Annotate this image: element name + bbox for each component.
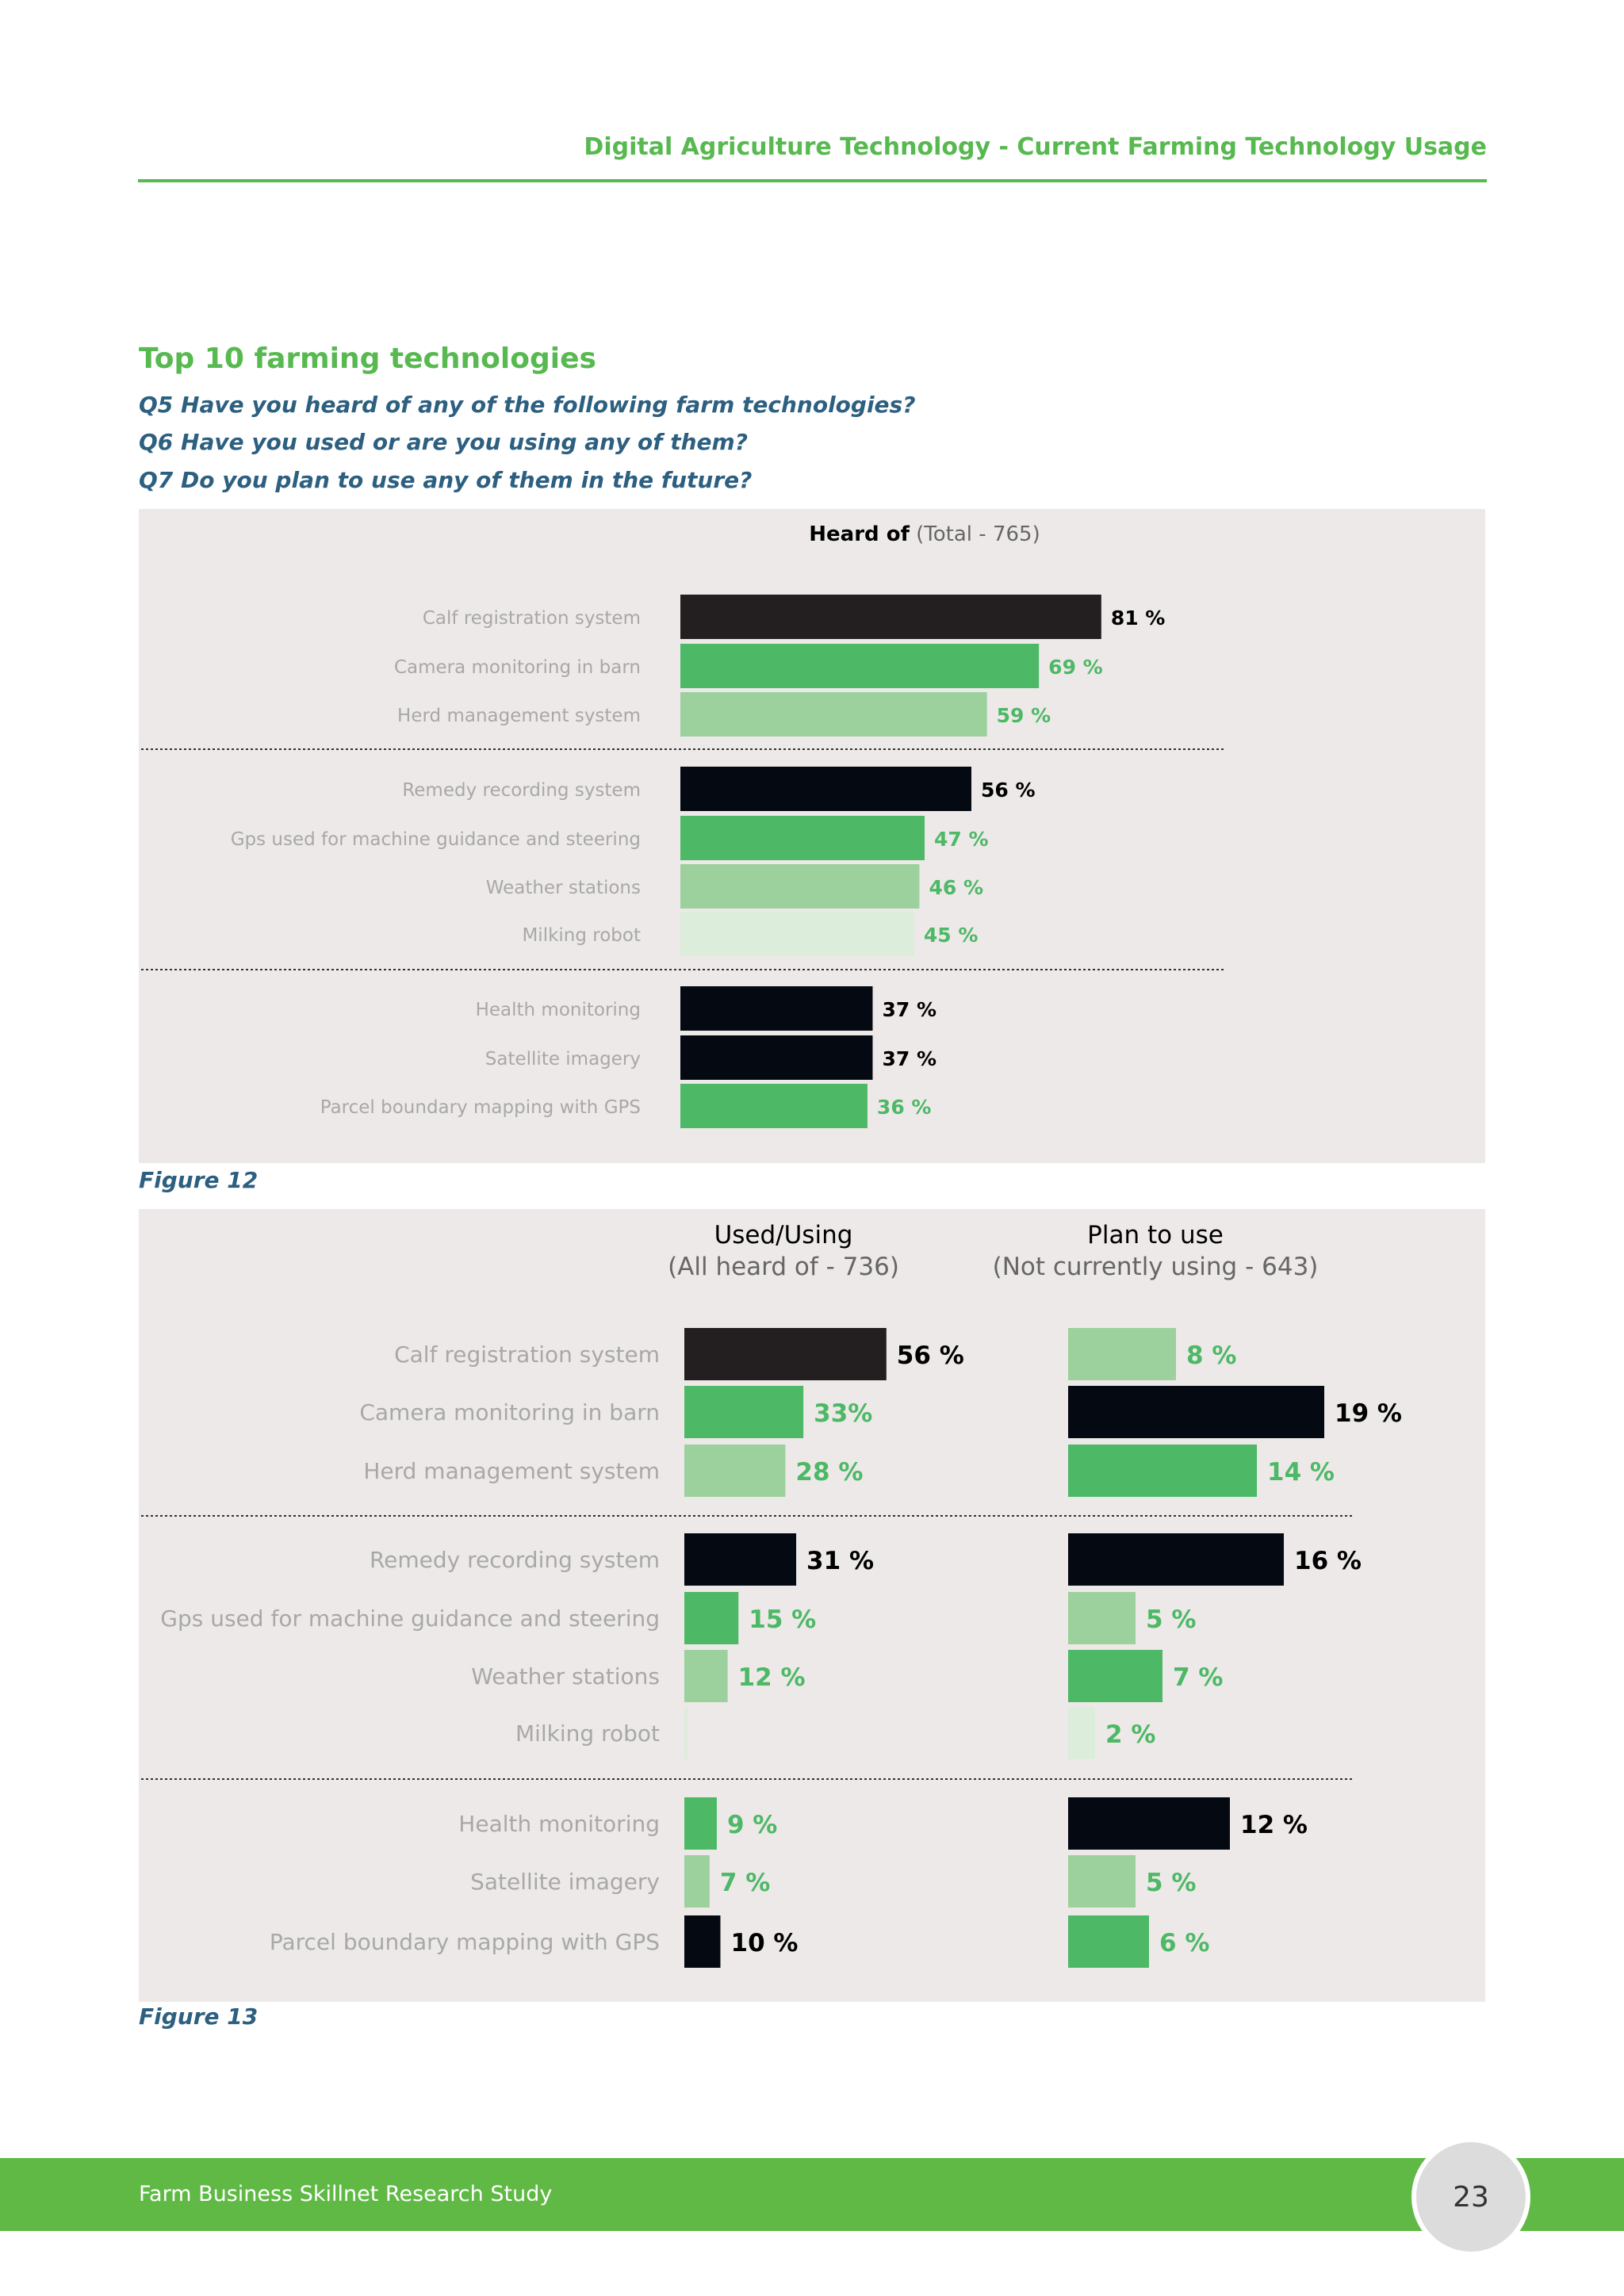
category-label-satellite-imagery: Satellite imagery bbox=[470, 1869, 660, 1895]
value-label-plan-to-use-camera-monitoring-in-barn: 19 % bbox=[1335, 1399, 1402, 1428]
bar-calf-registration-system bbox=[680, 595, 1101, 639]
category-label-camera-monitoring-in-barn: Camera monitoring in barn bbox=[394, 657, 641, 678]
value-label-plan-to-use-parcel-boundary-mapping-with-gps: 6 % bbox=[1159, 1929, 1209, 1957]
value-label-plan-to-use-weather-stations: 7 % bbox=[1173, 1663, 1223, 1692]
bar-plan-to-use-parcel-boundary-mapping-with-gps bbox=[1068, 1915, 1149, 1968]
bar-used-using-herd-management-system bbox=[684, 1445, 786, 1497]
category-label-remedy-recording-system: Remedy recording system bbox=[402, 780, 641, 801]
section-title: Top 10 farming technologies bbox=[139, 342, 596, 375]
bar-plan-to-use-weather-stations bbox=[1068, 1650, 1162, 1702]
value-label-calf-registration-system: 81 % bbox=[1111, 607, 1166, 629]
header-title: Digital Agriculture Technology - Current… bbox=[584, 133, 1487, 161]
value-label-used-using-herd-management-system: 28 % bbox=[795, 1458, 863, 1487]
category-label-parcel-boundary-mapping-with-gps: Parcel boundary mapping with GPS bbox=[320, 1097, 641, 1118]
value-label-plan-to-use-health-monitoring: 12 % bbox=[1240, 1811, 1308, 1839]
bar-used-using-remedy-recording-system bbox=[684, 1533, 797, 1586]
category-label-calf-registration-system: Calf registration system bbox=[394, 1341, 660, 1368]
bar-plan-to-use-calf-registration-system bbox=[1068, 1328, 1176, 1380]
bar-used-using-calf-registration-system bbox=[684, 1328, 887, 1380]
value-label-plan-to-use-satellite-imagery: 5 % bbox=[1146, 1869, 1196, 1897]
value-label-plan-to-use-gps-used-for-machine-guidance-and-steering: 5 % bbox=[1146, 1605, 1196, 1634]
value-label-used-using-calf-registration-system: 56 % bbox=[897, 1341, 964, 1370]
bar-plan-to-use-remedy-recording-system bbox=[1068, 1533, 1284, 1586]
bar-used-using-weather-stations bbox=[684, 1650, 728, 1702]
value-label-health-monitoring: 37 % bbox=[882, 998, 936, 1021]
header-divider bbox=[138, 179, 1487, 182]
used-series-title: Used/Using bbox=[714, 1221, 853, 1249]
bar-used-using-camera-monitoring-in-barn bbox=[684, 1386, 804, 1438]
page-number: 23 bbox=[1411, 2137, 1530, 2256]
value-label-plan-to-use-remedy-recording-system: 16 % bbox=[1294, 1547, 1362, 1575]
bar-used-using-gps-used-for-machine-guidance-and-steering bbox=[684, 1592, 739, 1644]
value-label-plan-to-use-calf-registration-system: 8 % bbox=[1186, 1341, 1236, 1370]
value-label-plan-to-use-milking-robot: 2 % bbox=[1105, 1720, 1155, 1749]
bar-weather-stations bbox=[680, 864, 920, 909]
category-label-health-monitoring: Health monitoring bbox=[458, 1811, 660, 1837]
value-label-gps-used-for-machine-guidance-and-steering: 47 % bbox=[934, 828, 989, 851]
value-label-used-using-remedy-recording-system: 31 % bbox=[806, 1547, 874, 1575]
value-label-used-using-weather-stations: 12 % bbox=[738, 1663, 806, 1692]
figure-13-caption: Figure 13 bbox=[139, 2003, 259, 2030]
footer-band bbox=[0, 2158, 1624, 2231]
category-label-weather-stations: Weather stations bbox=[486, 878, 641, 898]
category-label-weather-stations: Weather stations bbox=[471, 1663, 660, 1689]
value-label-remedy-recording-system: 56 % bbox=[981, 779, 1036, 802]
question-q5: Q5 Have you heard of any of the followin… bbox=[139, 392, 916, 418]
category-label-parcel-boundary-mapping-with-gps: Parcel boundary mapping with GPS bbox=[270, 1929, 660, 1955]
bar-used-using-milking-robot bbox=[684, 1707, 688, 1759]
category-label-calf-registration-system: Calf registration system bbox=[423, 608, 641, 629]
category-label-satellite-imagery: Satellite imagery bbox=[485, 1049, 641, 1070]
category-label-remedy-recording-system: Remedy recording system bbox=[370, 1547, 660, 1573]
value-label-milking-robot: 45 % bbox=[924, 924, 979, 947]
question-q7: Q7 Do you plan to use any of them in the… bbox=[139, 467, 753, 493]
chart-subtitle: (Total - 765) bbox=[916, 522, 1040, 546]
category-label-milking-robot: Milking robot bbox=[515, 1720, 660, 1747]
chart-title: Heard of bbox=[809, 522, 910, 546]
value-label-weather-stations: 46 % bbox=[929, 876, 983, 899]
value-label-used-using-parcel-boundary-mapping-with-gps: 10 % bbox=[731, 1929, 799, 1957]
value-label-used-using-health-monitoring: 9 % bbox=[727, 1811, 777, 1839]
bar-milking-robot bbox=[680, 912, 914, 956]
category-label-milking-robot: Milking robot bbox=[522, 925, 641, 946]
category-label-herd-management-system: Herd management system bbox=[363, 1458, 660, 1484]
bar-herd-management-system bbox=[680, 692, 987, 737]
value-label-herd-management-system: 59 % bbox=[997, 704, 1051, 727]
bar-plan-to-use-milking-robot bbox=[1068, 1707, 1095, 1759]
bar-plan-to-use-herd-management-system bbox=[1068, 1445, 1257, 1497]
plan-series-title: Plan to use bbox=[1087, 1221, 1224, 1249]
value-label-plan-to-use-herd-management-system: 14 % bbox=[1267, 1458, 1335, 1487]
question-q6: Q6 Have you used or are you using any of… bbox=[139, 429, 748, 455]
value-label-used-using-gps-used-for-machine-guidance-and-steering: 15 % bbox=[749, 1605, 816, 1634]
value-label-parcel-boundary-mapping-with-gps: 36 % bbox=[877, 1096, 932, 1119]
bar-used-using-satellite-imagery bbox=[684, 1855, 710, 1908]
bar-used-using-health-monitoring bbox=[684, 1797, 717, 1850]
bar-used-using-parcel-boundary-mapping-with-gps bbox=[684, 1915, 721, 1968]
bar-parcel-boundary-mapping-with-gps bbox=[680, 1084, 868, 1128]
category-label-gps-used-for-machine-guidance-and-steering: Gps used for machine guidance and steeri… bbox=[160, 1605, 660, 1632]
footer-text: Farm Business Skillnet Research Study bbox=[139, 2182, 553, 2206]
category-label-camera-monitoring-in-barn: Camera monitoring in barn bbox=[359, 1399, 660, 1425]
bar-remedy-recording-system bbox=[680, 767, 971, 811]
value-label-camera-monitoring-in-barn: 69 % bbox=[1048, 656, 1103, 679]
bar-plan-to-use-gps-used-for-machine-guidance-and-steering bbox=[1068, 1592, 1136, 1644]
value-label-used-using-satellite-imagery: 7 % bbox=[720, 1869, 770, 1897]
bar-plan-to-use-satellite-imagery bbox=[1068, 1855, 1136, 1908]
value-label-satellite-imagery: 37 % bbox=[882, 1047, 936, 1070]
used-series-subtitle: (All heard of - 736) bbox=[668, 1253, 899, 1282]
category-label-gps-used-for-machine-guidance-and-steering: Gps used for machine guidance and steeri… bbox=[231, 829, 641, 850]
category-label-health-monitoring: Health monitoring bbox=[476, 1000, 641, 1020]
bar-plan-to-use-health-monitoring bbox=[1068, 1797, 1230, 1850]
category-label-herd-management-system: Herd management system bbox=[397, 706, 641, 726]
bar-gps-used-for-machine-guidance-and-steering bbox=[680, 816, 925, 860]
bar-health-monitoring bbox=[680, 986, 873, 1031]
figure-12-caption: Figure 12 bbox=[139, 1167, 259, 1193]
bar-camera-monitoring-in-barn bbox=[680, 644, 1040, 688]
bar-satellite-imagery bbox=[680, 1035, 873, 1080]
plan-series-subtitle: (Not currently using - 643) bbox=[992, 1253, 1319, 1282]
value-label-used-using-camera-monitoring-in-barn: 33% bbox=[814, 1399, 872, 1428]
bar-plan-to-use-camera-monitoring-in-barn bbox=[1068, 1386, 1324, 1438]
